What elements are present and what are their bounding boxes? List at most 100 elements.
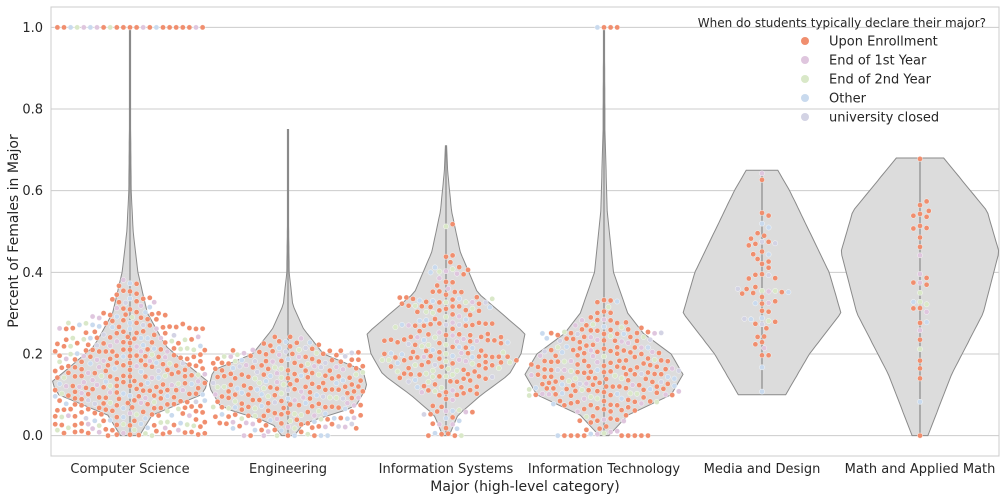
swarm-point xyxy=(489,362,496,369)
swarm-point xyxy=(54,427,61,433)
swarm-point xyxy=(193,416,199,423)
swarm-point xyxy=(482,299,489,306)
swarm-point xyxy=(162,372,168,379)
swarm-point xyxy=(114,338,120,345)
swarm-point xyxy=(436,268,443,275)
swarm-point xyxy=(263,378,269,385)
swarm-point xyxy=(654,399,660,405)
swarm-point xyxy=(155,412,162,419)
swarm-point xyxy=(443,305,449,312)
swarm-point xyxy=(164,401,171,408)
swarm-point xyxy=(157,335,164,341)
swarm-point xyxy=(414,354,421,361)
swarm-point xyxy=(388,350,394,357)
swarm-point xyxy=(114,414,120,420)
swarm-point xyxy=(133,320,140,326)
swarm-point xyxy=(151,332,157,338)
swarm-point xyxy=(467,377,474,384)
swarm-point xyxy=(917,156,923,162)
swarm-point xyxy=(559,390,566,397)
swarm-point xyxy=(221,373,227,380)
swarm-point xyxy=(436,307,443,314)
swarm-point xyxy=(418,303,425,310)
swarm-point xyxy=(436,299,443,306)
swarm-point xyxy=(353,425,360,432)
swarm-point xyxy=(318,416,324,423)
swarm-point xyxy=(114,313,120,320)
swarm-point xyxy=(56,352,63,359)
swarm-point xyxy=(243,362,249,369)
swarm-point xyxy=(614,428,621,434)
swarm-point xyxy=(245,373,252,380)
swarm-point xyxy=(429,367,436,374)
swarm-point xyxy=(429,309,436,316)
swarm-point xyxy=(238,389,245,396)
swarm-point xyxy=(449,221,456,227)
swarm-point xyxy=(765,288,772,295)
swarm-point xyxy=(588,431,594,437)
swarm-point xyxy=(643,376,649,382)
swarm-point xyxy=(621,364,627,371)
swarm-point xyxy=(322,386,329,393)
swarm-point xyxy=(296,354,302,360)
swarm-point xyxy=(418,343,425,350)
swarm-point xyxy=(425,432,432,439)
swarm-point xyxy=(910,305,917,312)
swarm-point xyxy=(552,352,559,359)
swarm-point xyxy=(85,397,91,404)
swarm-point xyxy=(100,24,107,31)
swarm-point xyxy=(460,271,467,278)
swarm-point xyxy=(144,401,151,408)
swarm-point xyxy=(252,405,258,412)
swarm-point xyxy=(155,374,162,381)
swarm-point xyxy=(326,367,333,374)
swarm-point xyxy=(449,252,456,259)
swarm-point xyxy=(162,339,168,346)
swarm-point xyxy=(348,381,355,388)
swarm-point xyxy=(772,288,779,294)
swarm-point xyxy=(423,298,430,305)
swarm-point xyxy=(759,294,765,300)
swarm-point xyxy=(70,325,76,331)
swarm-point xyxy=(917,346,923,352)
swarm-point xyxy=(309,370,316,376)
swarm-point xyxy=(607,368,614,375)
swarm-point xyxy=(188,381,195,387)
swarm-point xyxy=(120,317,127,324)
swarm-point xyxy=(568,330,574,336)
swarm-point xyxy=(120,328,127,335)
swarm-point xyxy=(607,317,614,324)
swarm-point xyxy=(271,334,278,340)
swarm-point xyxy=(127,410,133,417)
swarm-point xyxy=(416,297,423,304)
swarm-point xyxy=(612,372,618,379)
swarm-point xyxy=(109,324,116,331)
swarm-point xyxy=(212,365,219,372)
swarm-point xyxy=(594,348,601,355)
swarm-point xyxy=(142,430,149,437)
swarm-point xyxy=(234,385,241,392)
swarm-point xyxy=(287,418,294,424)
swarm-point xyxy=(333,352,340,358)
swarm-point xyxy=(120,390,127,397)
swarm-point xyxy=(432,430,438,437)
swarm-point xyxy=(138,335,144,341)
swarm-point xyxy=(735,285,741,292)
swarm-point xyxy=(491,337,498,344)
swarm-point xyxy=(157,419,164,426)
swarm-point xyxy=(100,357,107,364)
swarm-point xyxy=(81,336,87,343)
swarm-point xyxy=(127,280,133,287)
swarm-point xyxy=(109,348,116,355)
swarm-point xyxy=(638,351,645,357)
swarm-point xyxy=(739,290,746,297)
swarm-point xyxy=(625,326,632,333)
swarm-point xyxy=(438,384,445,391)
swarm-point xyxy=(103,368,109,374)
swarm-point xyxy=(632,407,638,414)
swarm-point xyxy=(61,374,67,381)
swarm-point xyxy=(621,347,627,354)
swarm-point xyxy=(581,432,588,439)
swarm-point xyxy=(81,353,87,360)
swarm-point xyxy=(65,320,72,326)
